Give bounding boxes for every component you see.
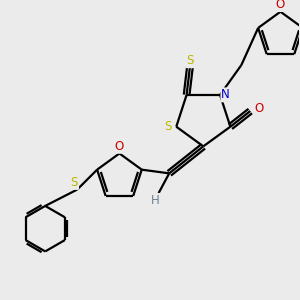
Text: O: O: [115, 140, 124, 153]
Text: N: N: [221, 88, 230, 101]
Text: S: S: [187, 54, 194, 67]
Text: S: S: [71, 176, 78, 189]
Text: O: O: [254, 102, 263, 115]
Text: S: S: [164, 120, 171, 133]
Text: H: H: [151, 194, 160, 207]
Text: O: O: [276, 0, 285, 11]
